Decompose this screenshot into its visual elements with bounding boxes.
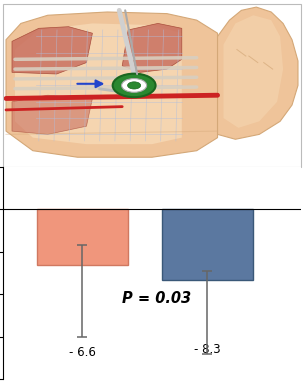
Text: P = 0.03: P = 0.03 <box>122 291 191 306</box>
Polygon shape <box>223 15 283 128</box>
Polygon shape <box>122 23 182 72</box>
Text: - 6.6: - 6.6 <box>69 345 96 358</box>
Text: - 8.3: - 8.3 <box>194 343 221 356</box>
Bar <box>162 210 253 280</box>
Polygon shape <box>6 12 218 157</box>
Polygon shape <box>12 27 92 74</box>
Circle shape <box>113 74 156 97</box>
Bar <box>37 210 128 265</box>
Circle shape <box>128 82 141 89</box>
Polygon shape <box>12 95 92 134</box>
Polygon shape <box>15 23 182 144</box>
Polygon shape <box>218 7 298 139</box>
Circle shape <box>122 79 147 92</box>
